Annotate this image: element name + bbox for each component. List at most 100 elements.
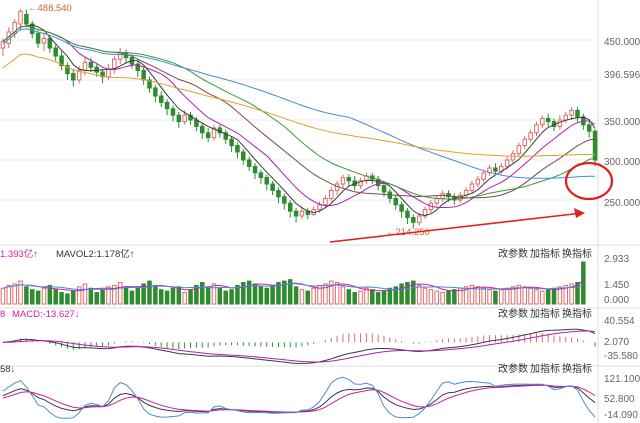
volume-bar <box>241 282 246 305</box>
switch-indicator-button[interactable]: 换指标 <box>562 307 592 320</box>
candle-body <box>235 145 240 153</box>
y-tick-label: 350.000 <box>604 117 640 128</box>
volume-bar <box>557 286 563 305</box>
volume-bar <box>510 286 516 305</box>
candle-body <box>41 37 47 44</box>
y-tick-label: 40.554 <box>604 316 635 327</box>
candle-body <box>422 209 428 217</box>
candle-body <box>381 185 387 193</box>
volume-bar <box>499 289 504 305</box>
volume-bar <box>71 290 76 305</box>
volume-bar <box>487 289 492 305</box>
volume-bar <box>235 284 240 305</box>
volume-bar <box>211 283 217 305</box>
volume-bar <box>434 290 440 305</box>
volume-bar <box>47 284 53 305</box>
volume-bar <box>428 289 434 305</box>
candle-body <box>164 101 170 110</box>
volume-bar <box>522 286 527 305</box>
volume-bar <box>158 289 164 305</box>
candle-body <box>158 95 164 103</box>
kdj-prefix-label: 58↓ <box>0 364 15 375</box>
candle-body <box>12 21 17 35</box>
candle-body <box>264 177 270 185</box>
change-params-button[interactable]: 改参数 <box>498 307 528 320</box>
add-indicator-button[interactable]: 加指标 <box>530 307 560 320</box>
add-indicator-button[interactable]: 加指标 <box>530 362 560 375</box>
volume-bar <box>469 284 475 305</box>
candle-body <box>153 87 158 97</box>
volume-bar <box>581 261 586 305</box>
macd-value-label: MACD:-13.627↓ <box>12 309 80 320</box>
volume-bar <box>258 286 264 305</box>
candle-body <box>323 197 328 206</box>
volume-bar <box>188 289 193 305</box>
kdj-k-line <box>2 384 596 413</box>
volume-bar <box>551 287 557 305</box>
volume-bar <box>24 286 29 305</box>
volume-bar <box>12 283 17 305</box>
change-params-button[interactable]: 改参数 <box>498 247 528 260</box>
volume-bar <box>399 283 404 305</box>
switch-indicator-button[interactable]: 换指标 <box>562 362 592 375</box>
volume-bar <box>106 286 111 305</box>
candle-body <box>35 33 41 44</box>
volume-bar <box>164 290 170 305</box>
volume-bar <box>305 290 311 305</box>
volume-bar <box>18 280 23 305</box>
annotation-circle <box>564 161 614 201</box>
volume-bar <box>328 280 334 305</box>
volume-bars <box>0 261 586 305</box>
ma30-line <box>2 25 596 200</box>
change-params-button[interactable]: 改参数 <box>498 362 528 375</box>
candle-body <box>223 132 228 140</box>
volume-bar <box>29 289 35 305</box>
y-tick-label: -35.580 <box>604 351 638 362</box>
volume-bar <box>481 287 486 305</box>
volume-bar <box>264 287 270 305</box>
volume-bar <box>35 290 41 305</box>
candle-body <box>481 172 486 180</box>
candle-body <box>328 189 334 199</box>
y-tick-label: 121.100 <box>604 374 640 385</box>
add-indicator-button[interactable]: 加指标 <box>530 247 560 260</box>
kdj-series <box>2 376 596 419</box>
volume-ma2-line <box>2 283 584 291</box>
candle-body <box>170 108 176 116</box>
candle-body <box>53 47 58 57</box>
candle-body <box>29 23 35 35</box>
candle-body <box>200 125 205 134</box>
candle-body <box>434 197 440 204</box>
candle-body <box>24 13 29 25</box>
volume-bar <box>440 292 445 305</box>
volume-bar <box>229 289 234 305</box>
candle-body <box>440 193 445 199</box>
y-tick-label: 450.000 <box>604 37 640 48</box>
volume-bar <box>182 292 187 305</box>
candle-body <box>65 65 70 75</box>
volume-bar <box>323 283 328 305</box>
ma10-line <box>2 25 596 209</box>
candle-body <box>469 183 475 191</box>
y-tick-label: 396.596 <box>604 70 640 81</box>
candle-body <box>405 210 410 219</box>
volume-bar <box>463 286 469 305</box>
candle-body <box>586 124 592 132</box>
candle-body <box>241 151 246 161</box>
candle-body <box>182 114 187 123</box>
volume-bar <box>563 284 569 305</box>
volume-bar <box>299 289 305 305</box>
volume-bar <box>65 293 70 305</box>
candle-body <box>258 172 264 179</box>
moving-average-lines <box>2 24 596 216</box>
volume-bar <box>575 282 580 305</box>
volume-bar <box>276 282 281 305</box>
high-price-label: ←488.540 <box>28 3 72 14</box>
candle-body <box>106 68 111 78</box>
switch-indicator-button[interactable]: 换指标 <box>562 247 592 260</box>
volume-bar <box>123 287 129 305</box>
candle-body <box>346 177 352 182</box>
volume-bar <box>59 292 64 305</box>
